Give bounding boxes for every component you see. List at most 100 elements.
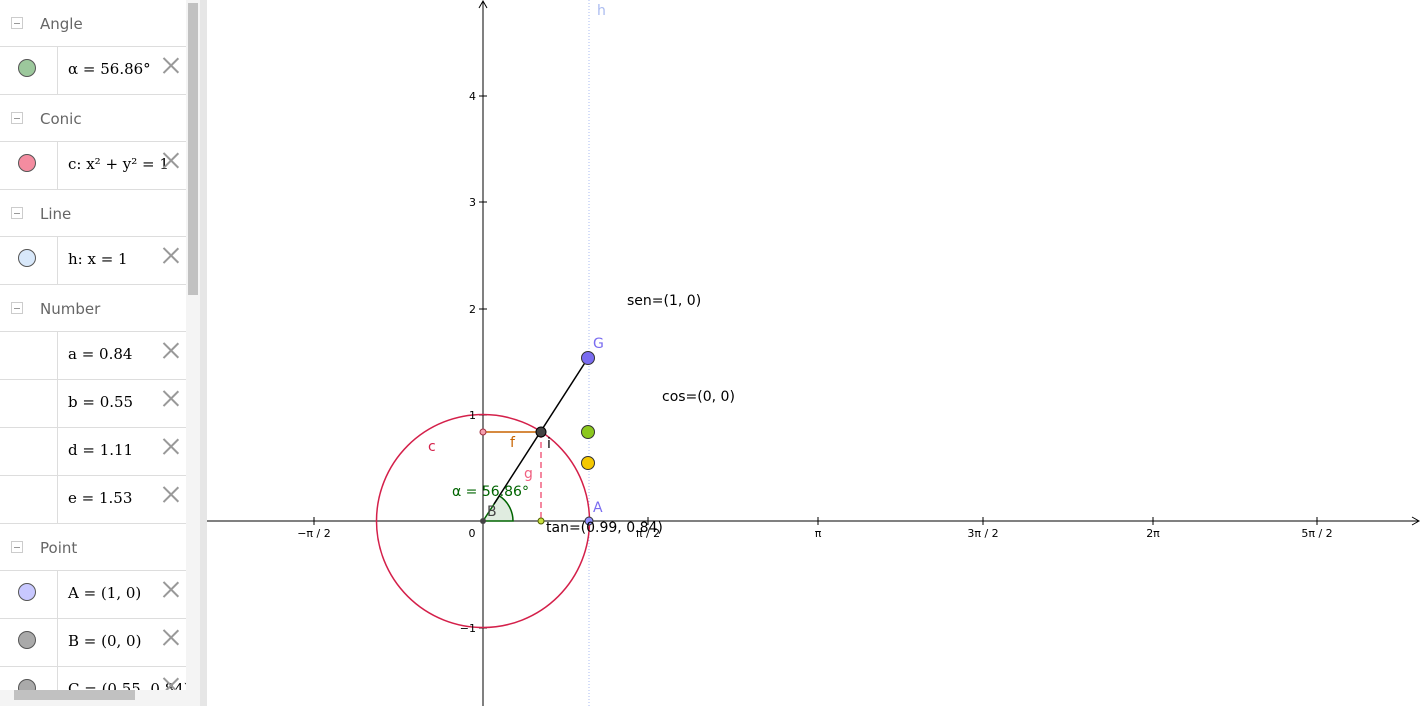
delete-button[interactable] [162, 56, 180, 74]
group-title: Line [40, 205, 72, 223]
graphics-view: h G sen=(1, 0) cos=(0, 0) c f i g α = 56… [207, 0, 1421, 706]
label: G [593, 336, 604, 352]
group-header: Line [0, 190, 186, 237]
point-b [480, 518, 486, 524]
separator [57, 667, 58, 690]
x-axis-label: 5π / 2 [1301, 527, 1332, 540]
h-scroll-thumb[interactable] [14, 690, 135, 700]
y-axis-label: 3 [469, 196, 476, 209]
separator [57, 619, 58, 666]
y-axis-label: 1 [469, 409, 476, 422]
item-text: h: x = 1 [68, 250, 128, 268]
algebra-item[interactable]: a = 0.84 [0, 332, 186, 380]
group-header: Number [0, 285, 186, 332]
label: B [487, 504, 497, 520]
separator [57, 476, 58, 523]
collapse-button[interactable] [11, 541, 23, 553]
label: c [428, 439, 436, 455]
visibility-toggle[interactable] [18, 583, 36, 601]
y-axis-label: 4 [469, 90, 476, 103]
collapse-button[interactable] [11, 112, 23, 124]
x-axis-label: π [815, 527, 822, 540]
group-header: Angle [0, 0, 186, 47]
separator [57, 47, 58, 94]
algebra-item[interactable]: b = 0.55 [0, 380, 186, 428]
visibility-toggle[interactable] [18, 249, 36, 267]
algebra-item[interactable]: d = 1.11 [0, 428, 186, 476]
algebra-item[interactable]: A = (1, 0) [0, 571, 186, 619]
v-scroll-thumb[interactable] [188, 3, 198, 295]
group-title: Point [40, 539, 78, 557]
collapse-button[interactable] [11, 207, 23, 219]
v-scrollbar[interactable] [186, 0, 200, 690]
item-text: a = 0.84 [68, 345, 133, 363]
h-scrollbar[interactable] [0, 690, 200, 706]
y-axis-label: 2 [469, 303, 476, 316]
point-proj-x [537, 517, 545, 525]
algebra-item[interactable]: c: x² + y² = 1 [0, 142, 186, 190]
visibility-toggle[interactable] [18, 154, 36, 172]
delete-button[interactable] [162, 437, 180, 455]
group-title: Conic [40, 110, 82, 128]
separator [57, 142, 58, 189]
label: α = 56.86° [452, 484, 529, 500]
label: A [593, 500, 603, 516]
label: i [547, 436, 551, 452]
separator [57, 237, 58, 284]
ticks [313, 95, 1318, 629]
delete-button[interactable] [162, 676, 180, 690]
visibility-toggle[interactable] [18, 679, 36, 690]
algebra-item[interactable]: e = 1.53 [0, 476, 186, 524]
point-yellow [581, 456, 595, 470]
visibility-toggle[interactable] [18, 59, 36, 77]
algebra-item[interactable]: h: x = 1 [0, 237, 186, 285]
visibility-toggle[interactable] [18, 631, 36, 649]
separator [57, 428, 58, 475]
collapse-button[interactable] [11, 17, 23, 29]
item-text: d = 1.11 [68, 441, 134, 459]
separator [57, 380, 58, 427]
x-axis-label: 3π / 2 [967, 527, 998, 540]
delete-button[interactable] [162, 485, 180, 503]
label: f [510, 435, 516, 451]
delete-button[interactable] [162, 246, 180, 264]
item-text: A = (1, 0) [68, 584, 142, 602]
group-header: Point [0, 524, 186, 571]
item-text: α = 56.86° [68, 60, 151, 78]
point-i [535, 426, 547, 438]
delete-button[interactable] [162, 151, 180, 169]
label: g [524, 466, 533, 482]
delete-button[interactable] [162, 580, 180, 598]
separator [57, 332, 58, 379]
x-axis-label: −π / 2 [297, 527, 331, 540]
label: tan=(0.99, 0.84) [546, 520, 663, 536]
group-title: Number [40, 300, 101, 318]
point-proj-y [479, 428, 487, 436]
collapse-button[interactable] [11, 302, 23, 314]
separator [57, 571, 58, 618]
algebra-item[interactable]: α = 56.86° [0, 47, 186, 95]
item-text: C = (0.55, 0.84) [68, 680, 186, 690]
point-g [581, 351, 595, 365]
x-arrow [1411, 516, 1421, 526]
panel-divider [200, 0, 207, 706]
x-axis-label: π / 2 [636, 527, 660, 540]
delete-button[interactable] [162, 341, 180, 359]
point-a [584, 516, 594, 526]
item-text: b = 0.55 [68, 393, 134, 411]
item-text: e = 1.53 [68, 489, 133, 507]
x-axis-label: 2π [1146, 527, 1160, 540]
delete-button[interactable] [162, 628, 180, 646]
group-header: Conic [0, 95, 186, 142]
algebra-item[interactable]: C = (0.55, 0.84) [0, 667, 186, 690]
item-text: c: x² + y² = 1 [68, 155, 169, 173]
delete-button[interactable] [162, 389, 180, 407]
algebra-item[interactable]: B = (0, 0) [0, 619, 186, 667]
y-arrow [478, 0, 488, 9]
group-title: Angle [40, 15, 83, 33]
y-axis-label: −1 [460, 622, 476, 635]
label: sen=(1, 0) [627, 293, 701, 309]
label: h [597, 3, 606, 19]
algebra-view: Angle α = 56.86° Conic c: x² + y² = 1 Line h:… [0, 0, 186, 690]
